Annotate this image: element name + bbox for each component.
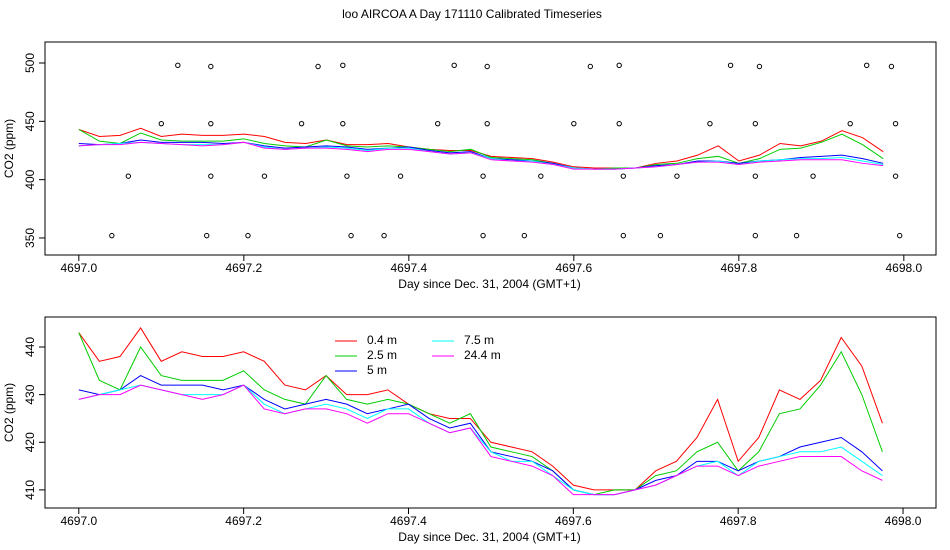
calibration-point [298,120,305,127]
calibration-point [381,232,387,239]
series-line [78,384,883,496]
calibration-point [261,173,268,179]
calibration-point [435,120,441,127]
calibration-point [847,120,853,127]
chart-title: loo AIRCOA A Day 171110 Calibrated Times… [342,7,602,21]
x-tick-label: 4698.0 [885,261,922,275]
calibration-point [727,62,734,69]
calibration-point [208,120,214,127]
legend-label: 2.5 m [367,348,397,362]
calibration-point [340,62,346,69]
y-tick-label: 400 [23,169,37,189]
calibration-point [480,173,486,179]
y-tick-label: 450 [23,111,37,131]
calibration-point [793,232,800,239]
x-tick-label: 4697.8 [720,261,757,275]
x-tick-label: 4698.0 [885,514,922,528]
calibration-point [315,63,321,70]
plot-frame [44,41,937,256]
legend-label: 7.5 m [464,333,494,347]
series-line [78,141,884,170]
x-axis-label: Day since Dec. 31, 2004 (GMT+1) [398,277,580,291]
y-tick-label: 440 [23,337,37,357]
series-line [78,139,884,170]
legend-label: 24.4 m [464,348,501,362]
x-axis-label: Day since Dec. 31, 2004 (GMT+1) [398,530,580,544]
calibration-point [348,232,354,239]
calibration-point [208,63,214,70]
calibration-point [657,232,664,239]
calibration-point [587,63,594,70]
y-tick-label: 430 [23,384,37,404]
calibration-point [125,173,132,179]
x-tick-label: 4697.4 [390,261,427,275]
calibration-point [897,232,903,239]
x-tick-label: 4697.2 [225,514,262,528]
calibration-point [888,63,895,70]
series-line [78,141,884,170]
series-line [78,332,883,496]
calibration-point [484,63,490,70]
calibration-point [538,173,544,179]
y-tick-label: 410 [23,480,37,500]
series-line [78,129,884,170]
legend-label: 0.4 m [367,333,397,347]
y-tick-label: 500 [23,53,37,73]
calibration-point [340,120,346,127]
calibration-point [620,232,627,239]
calibration-point [451,62,457,69]
calibration-point [616,120,622,127]
calibration-point [752,173,759,179]
calibration-point [707,120,713,127]
calibration-point [521,232,528,239]
calibration-point [397,173,404,179]
series-line [78,384,883,496]
x-tick-label: 4697.8 [720,514,757,528]
legend-label: 5 m [367,363,387,377]
calibration-point [245,232,251,239]
calibration-point [892,173,899,179]
calibration-point [810,173,816,179]
plot-frame [44,316,937,509]
calibration-point [864,62,870,69]
x-tick-label: 4697.0 [60,261,97,275]
calibration-point [752,120,759,127]
calibration-point [571,120,577,127]
y-axis-label: CO2 (ppm) [2,119,16,178]
calibration-point [344,173,350,179]
calibration-point [674,173,680,179]
calibration-point [756,63,763,70]
calibration-point [616,62,622,69]
y-axis-label: CO2 (ppm) [2,383,16,442]
calibration-point [752,232,759,239]
y-tick-label: 420 [23,432,37,452]
x-tick-label: 4697.2 [225,261,262,275]
calibration-point [175,62,181,69]
calibration-point [109,232,115,239]
calibration-point [158,120,165,127]
y-tick-label: 350 [23,228,37,248]
calibration-point [620,173,627,179]
series-line [78,375,883,496]
calibration-point [208,173,214,179]
x-tick-label: 4697.6 [555,261,592,275]
calibration-point [892,120,899,127]
x-tick-label: 4697.6 [555,514,592,528]
x-tick-label: 4697.4 [390,514,427,528]
calibration-point [204,232,210,239]
calibration-point [484,120,490,127]
calibration-point [480,232,486,239]
x-tick-label: 4697.0 [60,514,97,528]
